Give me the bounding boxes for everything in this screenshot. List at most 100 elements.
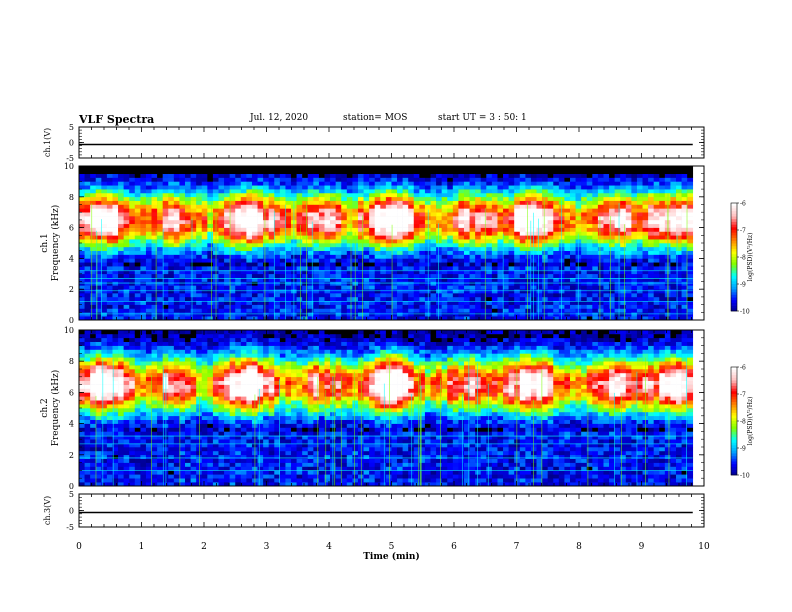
spectrogram-cell <box>95 423 102 428</box>
spectrogram-cell <box>670 273 677 278</box>
spectrogram-cell <box>291 166 297 171</box>
spectrogram-cell <box>296 243 303 248</box>
spectrogram-cell <box>251 196 258 201</box>
spectrogram-cell <box>687 177 694 182</box>
spectrogram-cell <box>229 216 236 221</box>
spectrogram-cell <box>380 208 387 213</box>
spectrogram-cell <box>670 277 677 282</box>
spectrogram-cell <box>436 204 442 209</box>
spectrogram-cell <box>168 192 175 198</box>
spectrogram-cell <box>257 308 264 313</box>
spectrogram-cell <box>207 196 214 201</box>
spectrogram-cells <box>79 166 694 321</box>
spectrogram-cell <box>419 166 426 171</box>
spectrogram-cell <box>224 316 230 321</box>
spectrogram-cell <box>318 300 325 305</box>
spectrogram-cell <box>307 192 314 198</box>
spectrogram-cell <box>480 216 487 221</box>
spectrogram-cell <box>134 173 141 178</box>
spectrogram-cell <box>430 308 437 313</box>
spectrogram-cell <box>631 166 638 171</box>
spectrogram-cell <box>391 250 398 255</box>
spectrogram-cell <box>542 235 548 240</box>
spectrogram-cell <box>84 427 91 432</box>
spectrogram-cell <box>648 227 654 232</box>
spectrogram-cell <box>90 466 97 471</box>
spectrogram-cell <box>475 227 482 232</box>
spectrogram-cell <box>95 227 102 232</box>
spectrogram-cell <box>659 196 666 201</box>
spectrogram-cell <box>514 231 521 236</box>
spectrogram-cell <box>162 212 169 217</box>
spectrogram-cell <box>157 196 163 201</box>
spectrogram-cell <box>330 277 336 282</box>
spectrogram-cell <box>196 258 203 263</box>
spectrogram-cell <box>508 204 515 209</box>
spectrogram-cell <box>302 258 309 263</box>
spectrogram-cell <box>151 219 158 225</box>
spectrogram-cell <box>179 316 186 321</box>
spectrogram-cell <box>447 219 454 225</box>
spectrogram-cell <box>374 177 381 182</box>
spectrogram-cell <box>397 254 403 259</box>
spectrogram-cell <box>609 227 615 232</box>
spectrogram-cell <box>129 239 136 244</box>
spectrogram-cell <box>659 200 666 205</box>
spectrogram-cell <box>681 289 688 294</box>
spectrogram-cell <box>101 466 108 471</box>
spectrogram-cell <box>357 196 364 201</box>
spectrogram-cell <box>436 304 442 309</box>
spectrogram-cell <box>620 269 627 275</box>
spectrogram-cell <box>341 293 348 298</box>
spectrogram-cell <box>101 200 108 205</box>
spectrogram-cell <box>274 281 281 286</box>
spectrogram-cell <box>385 227 392 232</box>
spectrogram-cell <box>101 470 108 475</box>
spectrogram-cell <box>374 185 381 190</box>
spectrogram-cell <box>687 316 694 321</box>
spectrogram-cell <box>352 181 359 186</box>
spectrogram-cell <box>480 300 487 305</box>
spectrogram-cell <box>536 196 543 201</box>
spectrogram-cell <box>620 192 627 198</box>
spectrogram-cell <box>475 235 482 240</box>
spectrogram-cell <box>586 281 593 286</box>
spectrogram-cell <box>631 293 638 298</box>
spectrogram-cell <box>285 258 292 263</box>
spectrogram-cell <box>201 177 208 182</box>
spectrogram-cell <box>397 196 403 201</box>
spectrogram-cell <box>374 293 381 298</box>
spectrogram-cell <box>586 266 593 271</box>
spectrogram-cell <box>609 192 615 198</box>
spectrogram-cell <box>145 219 152 225</box>
spectrogram-cell <box>653 243 660 248</box>
spectrogram-cell <box>335 235 342 240</box>
spectrogram-cell <box>123 316 130 321</box>
spectrogram-cell <box>285 269 292 275</box>
spectrogram-cell <box>581 185 588 190</box>
spectrogram-cell <box>95 312 102 317</box>
spectrogram-cell <box>419 219 426 225</box>
spectrogram-cell <box>335 250 342 255</box>
spectrogram-cell <box>402 273 409 278</box>
spectrogram-cell <box>536 173 543 178</box>
spectrogram-cell <box>224 304 230 309</box>
spectrogram-cell <box>129 269 136 275</box>
spectrogram-cell <box>341 312 348 317</box>
spectrogram-cell <box>168 177 175 182</box>
spectrogram-cell <box>268 166 275 171</box>
spectrogram-cell <box>157 285 163 290</box>
spectrogram-cell <box>408 239 415 244</box>
spectrogram-cell <box>251 192 258 198</box>
spectrogram-cell <box>391 281 398 286</box>
spectrogram-cell <box>207 216 214 221</box>
spectrogram-cell <box>530 235 537 240</box>
spectrogram-cell <box>235 173 242 178</box>
spectrogram-cell <box>385 216 392 221</box>
spectrogram-cell <box>162 246 169 251</box>
spectrogram-cell <box>687 289 694 294</box>
spectrogram-cell <box>491 223 498 228</box>
spectrogram-cell <box>274 266 281 271</box>
spectrogram-cell <box>570 243 576 248</box>
spectrogram-cell <box>586 304 593 309</box>
